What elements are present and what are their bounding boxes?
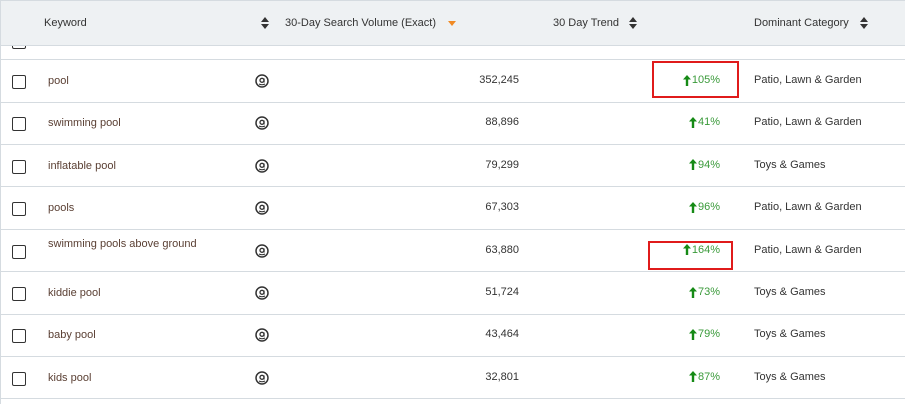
amazon-icon[interactable] [255,243,269,258]
row-checkbox[interactable] [12,202,26,217]
highlight-box [648,240,733,270]
trend-value: 105% [682,74,720,86]
arrow-up-icon [682,74,691,86]
keyword-link[interactable]: kids pool [48,371,92,384]
dominant-category: Patio, Lawn & Garden [754,201,862,214]
arrow-up-icon [688,371,697,383]
trend-percent: 73% [697,286,720,298]
search-volume: 67,303 [485,201,519,214]
search-volume: 88,896 [485,116,519,129]
row-checkbox[interactable] [12,75,26,89]
column-header-keyword[interactable]: Keyword [44,17,87,29]
dominant-category: Toys & Games [754,158,826,171]
arrow-up-icon [688,201,697,213]
trend-percent: 79% [697,328,720,341]
trend-percent: 87% [697,370,720,383]
table-row: pool 352,245 105% Patio, Lawn & Garden [1,60,905,103]
table-row: inflatable pool 79,299 94% Toys & Games [1,145,905,188]
dominant-category: Patio, Lawn & Garden [754,243,862,256]
keyword-link[interactable]: baby pool [48,329,96,342]
search-volume: 51,724 [485,286,519,298]
amazon-icon[interactable] [255,74,269,88]
dominant-category: Patio, Lawn & Garden [754,116,862,129]
search-volume: 63,880 [485,243,519,256]
keyword-link[interactable]: pools [48,202,75,215]
table-row: swimming pool 88,896 41% Patio, Lawn & G… [1,102,905,145]
row-checkbox[interactable] [12,244,26,259]
trend-value: 94% [688,158,720,171]
trend-percent: 94% [697,158,720,171]
row-checkbox[interactable] [12,159,26,174]
dominant-category: Toys & Games [754,328,826,341]
search-volume: 79,299 [485,158,519,171]
trend-percent: 164% [691,243,720,256]
trend-value: 79% [688,328,720,341]
column-header-trend[interactable]: 30 Day Trend [553,17,620,29]
arrow-up-icon [688,328,697,340]
trend-percent: 96% [697,201,720,214]
sort-icon[interactable] [261,17,269,29]
sort-desc-icon[interactable] [448,19,456,31]
trend-value: 164% [682,243,720,256]
dominant-category: Toys & Games [754,370,826,383]
arrow-up-icon [688,286,697,298]
dominant-category: Patio, Lawn & Garden [754,74,862,86]
table-row: pools 67,303 96% Patio, Lawn & Garden [1,187,905,230]
trend-value: 96% [688,201,720,214]
table-row: swimming pools above ground 63,880 164% … [1,230,905,273]
amazon-icon[interactable] [255,201,269,215]
trend-value: 87% [688,370,720,383]
search-volume: 43,464 [485,328,519,341]
arrow-up-icon [688,116,697,128]
arrow-up-icon [688,159,697,171]
trend-value: 41% [688,116,720,129]
highlight-box [652,61,739,98]
trend-value: 73% [688,286,720,298]
partial-row [1,46,905,60]
trend-percent: 41% [697,116,720,129]
table-row: kids pool 32,801 87% Toys & Games [1,357,905,400]
keyword-link[interactable]: kiddie pool [48,287,101,299]
amazon-icon[interactable] [255,159,269,173]
keyword-link[interactable]: swimming pool [48,117,121,130]
trend-percent: 105% [691,74,720,86]
column-header-search-volume[interactable]: 30-Day Search Volume (Exact) [285,17,437,29]
dominant-category: Toys & Games [754,286,826,298]
search-volume: 352,245 [479,74,519,86]
keyword-link[interactable]: inflatable pool [48,159,116,172]
sort-icon[interactable] [629,17,637,29]
column-header-category[interactable]: Dominant Category [754,17,849,29]
amazon-icon[interactable] [255,328,269,343]
search-volume: 32,801 [485,370,519,383]
table-row: kiddie pool 51,724 73% Toys & Games [1,272,905,315]
amazon-icon[interactable] [255,371,269,385]
row-checkbox[interactable] [12,371,26,386]
table-header: Keyword 30-Day Search Volume (Exact) 30 … [1,1,905,46]
row-checkbox[interactable] [12,117,26,132]
sort-icon[interactable] [860,17,868,29]
table-row: baby pool 43,464 79% Toys & Games [1,314,905,357]
arrow-up-icon [682,244,691,256]
row-checkbox[interactable] [12,329,26,344]
keyword-link[interactable]: swimming pools above ground [48,237,197,250]
keyword-link[interactable]: pool [48,75,69,87]
row-checkbox[interactable] [12,46,26,49]
row-checkbox[interactable] [12,287,26,301]
amazon-icon[interactable] [255,286,269,300]
amazon-icon[interactable] [255,116,269,131]
